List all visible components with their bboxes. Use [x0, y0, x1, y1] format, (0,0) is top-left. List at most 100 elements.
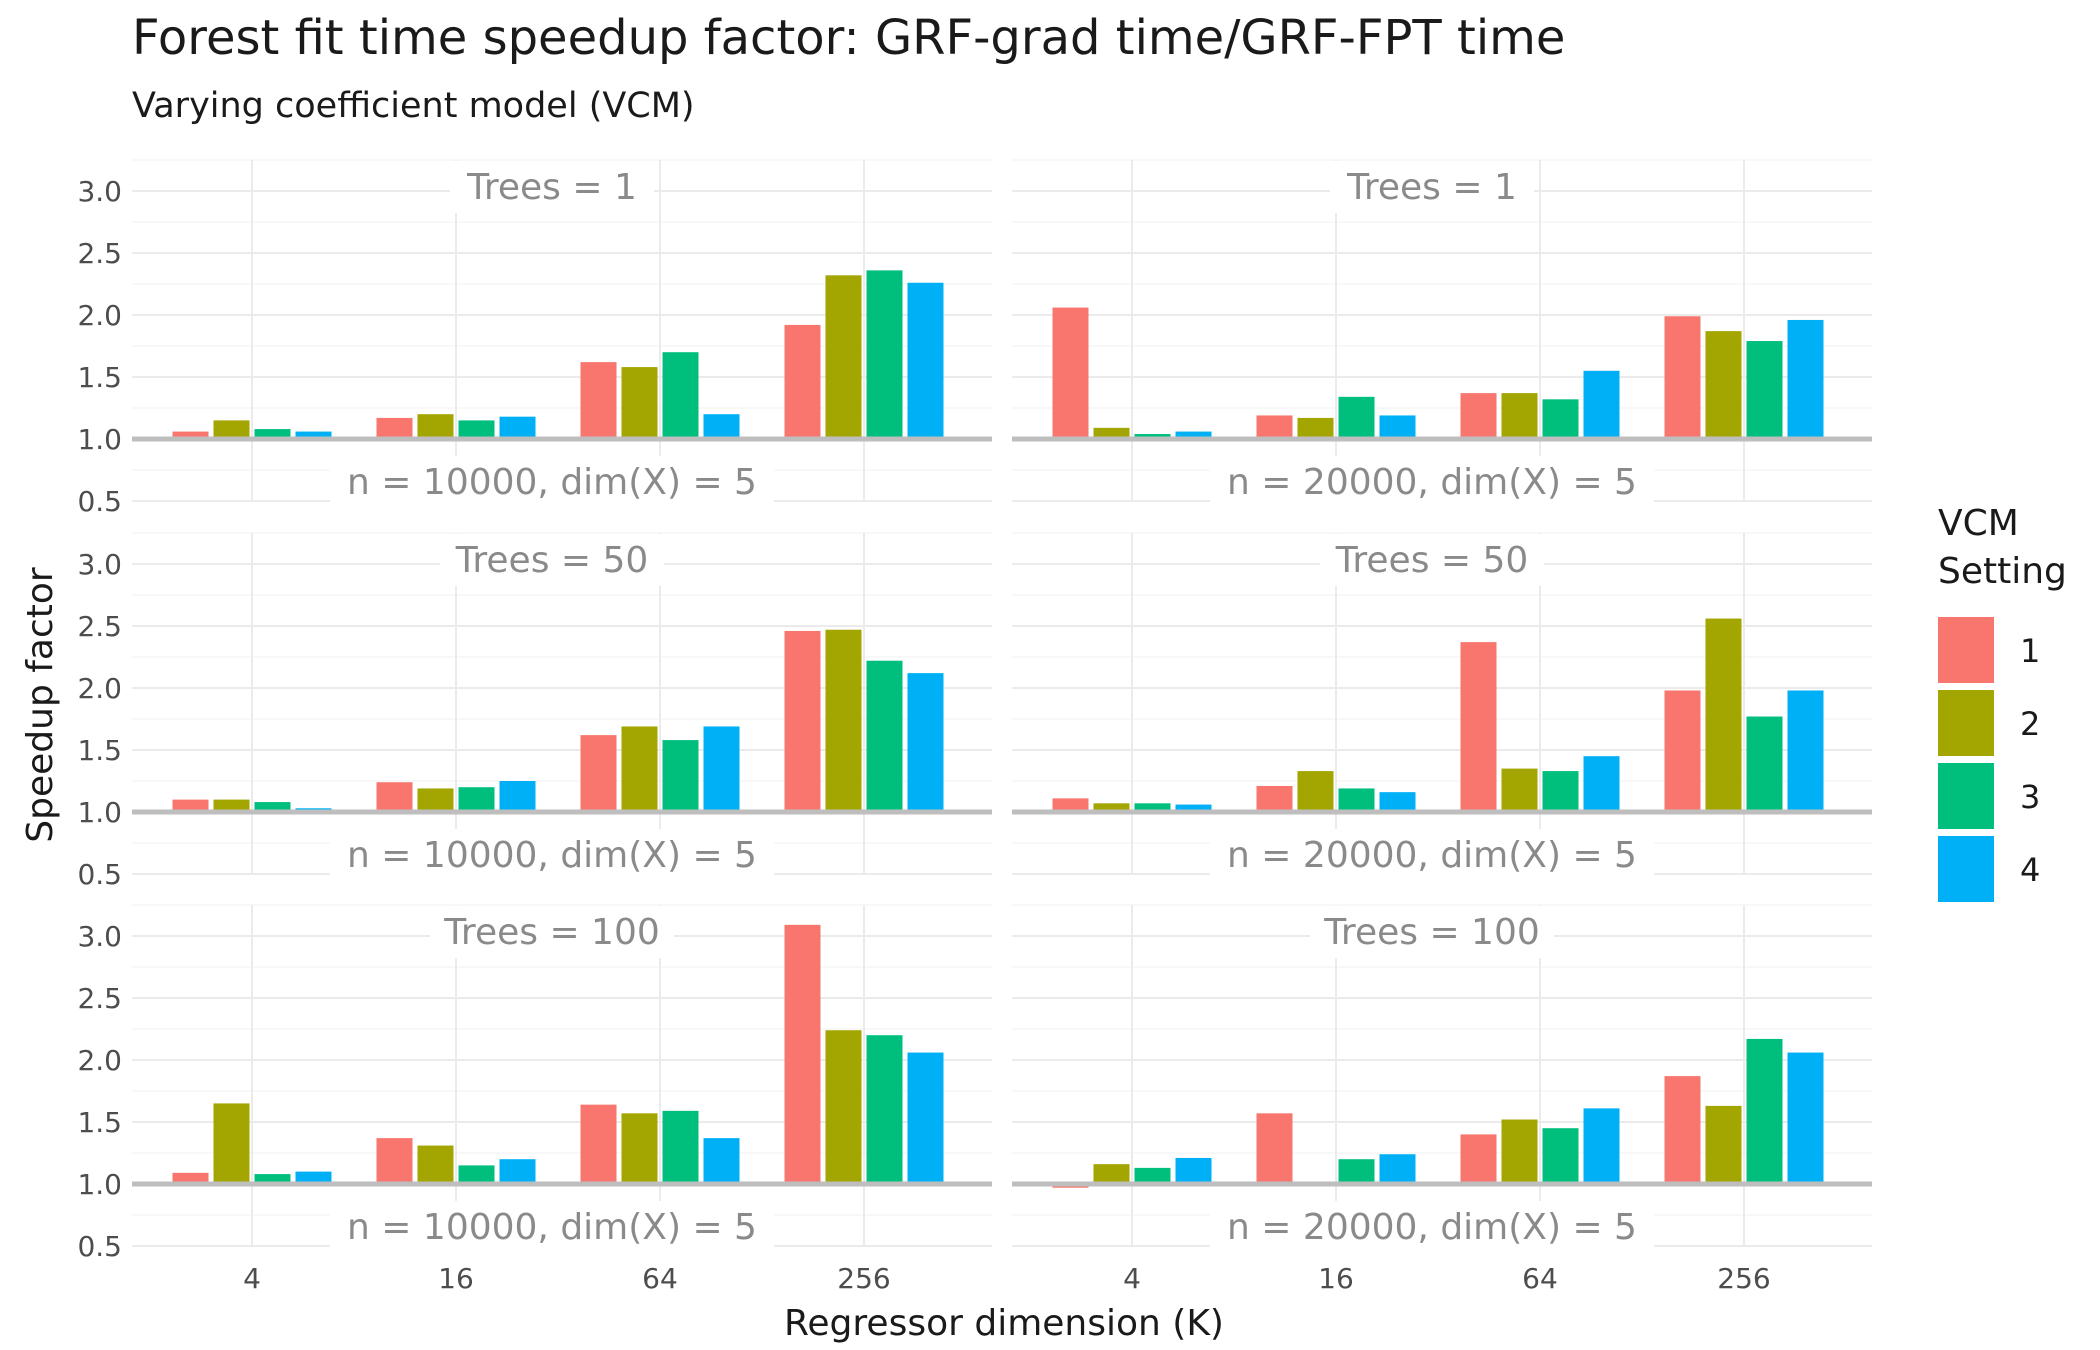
bar — [1705, 1105, 1742, 1184]
legend-label: 4 — [2020, 851, 2040, 889]
bar — [1583, 1108, 1620, 1184]
bar — [621, 1113, 658, 1184]
facet-bottom-label-bg — [330, 1201, 774, 1253]
chart-title: Forest fit time speedup factor: GRF-grad… — [132, 10, 1566, 66]
bar — [458, 787, 495, 812]
facet-top-label-bg — [1320, 534, 1544, 586]
bar — [1338, 1159, 1375, 1184]
facet-top-label: Trees = 1 — [466, 167, 637, 208]
bar — [172, 431, 209, 439]
bar — [1787, 690, 1824, 812]
bar — [376, 1138, 413, 1184]
x-tick-label: 64 — [1522, 1262, 1558, 1295]
bar — [662, 352, 699, 439]
y-tick-label: 3.0 — [77, 920, 122, 953]
bar — [825, 275, 862, 439]
y-tick-label: 1.5 — [77, 1106, 122, 1139]
x-tick-label: 16 — [1318, 1262, 1354, 1295]
facet-bottom-label: n = 10000, dim(X) = 5 — [347, 835, 757, 876]
bar — [1787, 1052, 1824, 1184]
y-tick-label: 0.5 — [77, 485, 122, 518]
panel-5: 0.5 1.0 1.5 2.0 2.5 3.0 Trees = 100 n = 10000, … — [77, 904, 992, 1295]
bar — [1256, 785, 1293, 812]
bar — [662, 740, 699, 812]
bar — [580, 735, 617, 812]
panel-4: Trees = 50 n = 20000, dim(X) = 5 — [1012, 532, 1872, 881]
facet-bottom-label-bg — [330, 456, 774, 508]
bar — [784, 630, 821, 812]
bar — [866, 1035, 903, 1184]
bar — [376, 782, 413, 812]
bar — [907, 1052, 944, 1184]
bar — [1542, 399, 1579, 439]
bar — [621, 367, 658, 439]
facet-top-label: Trees = 50 — [1335, 540, 1529, 581]
panel-2: Trees = 1 n = 20000, dim(X) = 5 — [1012, 159, 1872, 508]
bar — [1664, 1076, 1701, 1184]
bar — [499, 781, 536, 812]
facet-bottom-label-bg — [1210, 829, 1654, 881]
bar — [499, 1159, 536, 1184]
bar — [1338, 788, 1375, 812]
bar — [1705, 618, 1742, 812]
legend-title: VCM — [1938, 503, 2019, 544]
x-axis-title: Regressor dimension (K) — [784, 1303, 1224, 1344]
bar — [1338, 396, 1375, 439]
bar — [1501, 393, 1538, 439]
facet-top-label: Trees = 100 — [1323, 912, 1540, 953]
bar — [825, 629, 862, 812]
bar — [1705, 331, 1742, 439]
legend-swatch — [1938, 836, 1994, 902]
legend: VCM Setting 1 2 3 4 — [1938, 503, 2067, 902]
bar — [1583, 370, 1620, 439]
bar — [1297, 771, 1334, 812]
bar — [662, 1110, 699, 1184]
x-tick-label: 256 — [1717, 1262, 1770, 1295]
bar — [1501, 768, 1538, 812]
bar — [417, 414, 454, 439]
bar — [1093, 803, 1130, 812]
facet-bottom-label: n = 20000, dim(X) = 5 — [1227, 835, 1637, 876]
bar — [1175, 804, 1212, 812]
legend-label: 3 — [2020, 778, 2040, 816]
chart-subtitle: Varying coefficient model (VCM) — [132, 86, 695, 126]
bar — [213, 1103, 250, 1184]
y-tick-label: 2.0 — [77, 672, 122, 705]
y-tick-label: 1.0 — [77, 1168, 122, 1201]
bar — [1093, 1164, 1130, 1184]
bar — [417, 1145, 454, 1184]
y-tick-label: 2.0 — [77, 1044, 122, 1077]
y-tick-label: 1.5 — [77, 734, 122, 767]
bar — [295, 431, 332, 439]
y-tick-label: 3.0 — [77, 548, 122, 581]
y-tick-label: 2.0 — [77, 299, 122, 332]
facet-top-label-bg — [1330, 161, 1534, 213]
bar — [1583, 756, 1620, 812]
bar — [1379, 792, 1416, 812]
bar — [1379, 1154, 1416, 1184]
legend-swatch — [1938, 763, 1994, 829]
panel-6: Trees = 100 n = 20000, dim(X) = 5 4 16 64 256 — [1012, 904, 1872, 1295]
bar — [1746, 341, 1783, 439]
y-tick-label: 2.5 — [77, 982, 122, 1015]
bar — [376, 417, 413, 439]
bar — [1256, 415, 1293, 439]
bar — [907, 673, 944, 812]
bar — [703, 726, 740, 812]
bar — [1175, 431, 1212, 439]
bar — [1460, 642, 1497, 812]
bar — [1093, 427, 1130, 439]
bar — [1256, 1113, 1293, 1184]
bar — [172, 1172, 209, 1184]
bar — [784, 924, 821, 1184]
bar — [1052, 307, 1089, 439]
bar — [866, 270, 903, 439]
chart-panels: 0.5 1.0 1.5 2.0 2.5 3.0 Trees = 1 n = 10000, di… — [77, 159, 1872, 1295]
y-tick-label: 1.5 — [77, 361, 122, 394]
legend-swatch — [1938, 690, 1994, 756]
bar — [1787, 319, 1824, 439]
bar — [621, 726, 658, 812]
legend-swatch — [1938, 617, 1994, 683]
bar — [1542, 1128, 1579, 1184]
bar — [458, 1165, 495, 1184]
